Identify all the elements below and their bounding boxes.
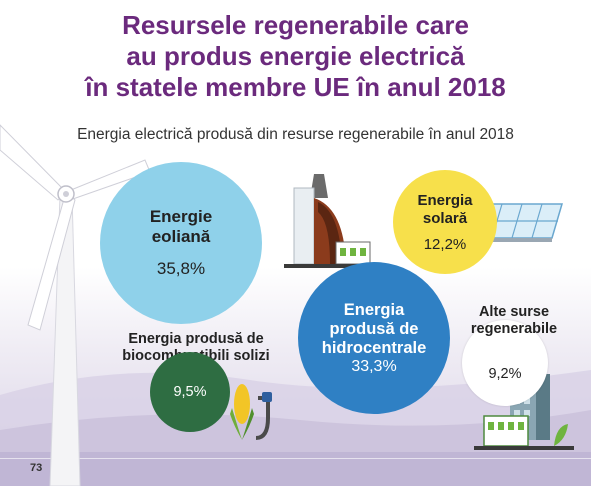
buildings-icon bbox=[474, 374, 574, 450]
solar-energy-bubble: Energia solară 12,2% bbox=[393, 170, 497, 274]
other-sources-bubble: 9,2% bbox=[462, 320, 548, 406]
hydro-dam-icon bbox=[284, 174, 384, 268]
hydro-label-line-3: hidrocentrale bbox=[321, 338, 427, 357]
subtitle: Energia electrică produsă din resurse re… bbox=[77, 126, 514, 143]
solar-label-line-2: solară bbox=[422, 209, 468, 227]
title-line-1: Resursele regenerabile care bbox=[122, 10, 469, 40]
hydro-energy-value: 33,3% bbox=[351, 357, 397, 375]
other-sources-label: Alte surse regenerabile bbox=[454, 304, 574, 338]
hydro-energy-label: Energia produsă de hidrocentrale bbox=[322, 301, 427, 358]
hydro-energy-bubble: Energia produsă de hidrocentrale 33,3% bbox=[298, 262, 450, 414]
wind-energy-label: Energie eoliană bbox=[150, 207, 212, 247]
solar-label-line-1: Energia bbox=[417, 191, 473, 209]
solar-energy-label: Energia solară bbox=[417, 192, 472, 228]
wind-label-line-1: Energie bbox=[149, 207, 213, 226]
title-line-3: în statele membre UE în anul 2018 bbox=[85, 72, 506, 102]
wind-turbine-icon bbox=[0, 124, 151, 486]
other-sources-value: 9,2% bbox=[488, 366, 522, 382]
wind-energy-value: 35,8% bbox=[156, 259, 206, 278]
hydro-label-line-2: produsă de bbox=[329, 319, 419, 338]
hydro-label-line-1: Energia bbox=[343, 300, 405, 319]
biofuel-label-line-1: Energia produsă de bbox=[128, 331, 264, 347]
biofuel-energy-bubble: 9,5% bbox=[150, 352, 230, 432]
biofuel-energy-value: 9,5% bbox=[173, 384, 207, 400]
page-title: Resursele regenerabile care au produs en… bbox=[0, 10, 591, 103]
wind-energy-bubble: Energie eoliană 35,8% bbox=[100, 162, 262, 324]
solar-energy-value: 12,2% bbox=[423, 235, 467, 253]
title-line-2: au produs energie electrică bbox=[126, 41, 465, 71]
biofuel-corn-icon bbox=[230, 384, 272, 440]
page-number: 73 bbox=[30, 462, 43, 474]
wind-label-line-2: eoliană bbox=[151, 227, 211, 246]
other-label-line-1: Alte surse bbox=[478, 304, 550, 320]
other-label-line-2: regenerabile bbox=[470, 321, 558, 337]
